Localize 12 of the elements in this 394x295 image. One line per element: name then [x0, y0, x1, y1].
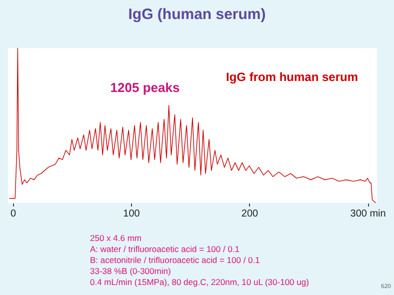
- x-tick-label: 0: [10, 208, 16, 220]
- x-tick-label: 300 min: [350, 208, 386, 220]
- x-tick-label: 200: [241, 208, 259, 220]
- chart-title: IgG (human serum): [128, 6, 266, 23]
- annotation: 1205 peaks: [110, 80, 180, 95]
- text: 0.4 mL/min (15MPa), 80 deg.C, 220nm, 10 uL (30-100 ug): [90, 277, 310, 287]
- text: A: water / trifluoroacetic acid = 100 / 0.1: [90, 244, 240, 254]
- annotation: IgG from human serum: [226, 70, 358, 84]
- text: 250 x 4.6 mm: [90, 233, 142, 243]
- text: 33-38 %B (0-300min): [90, 266, 171, 276]
- x-tick-label: 100: [123, 208, 140, 220]
- text: B: acetonitrile / trifluoroacetic acid = 100 / 0.1: [90, 255, 260, 265]
